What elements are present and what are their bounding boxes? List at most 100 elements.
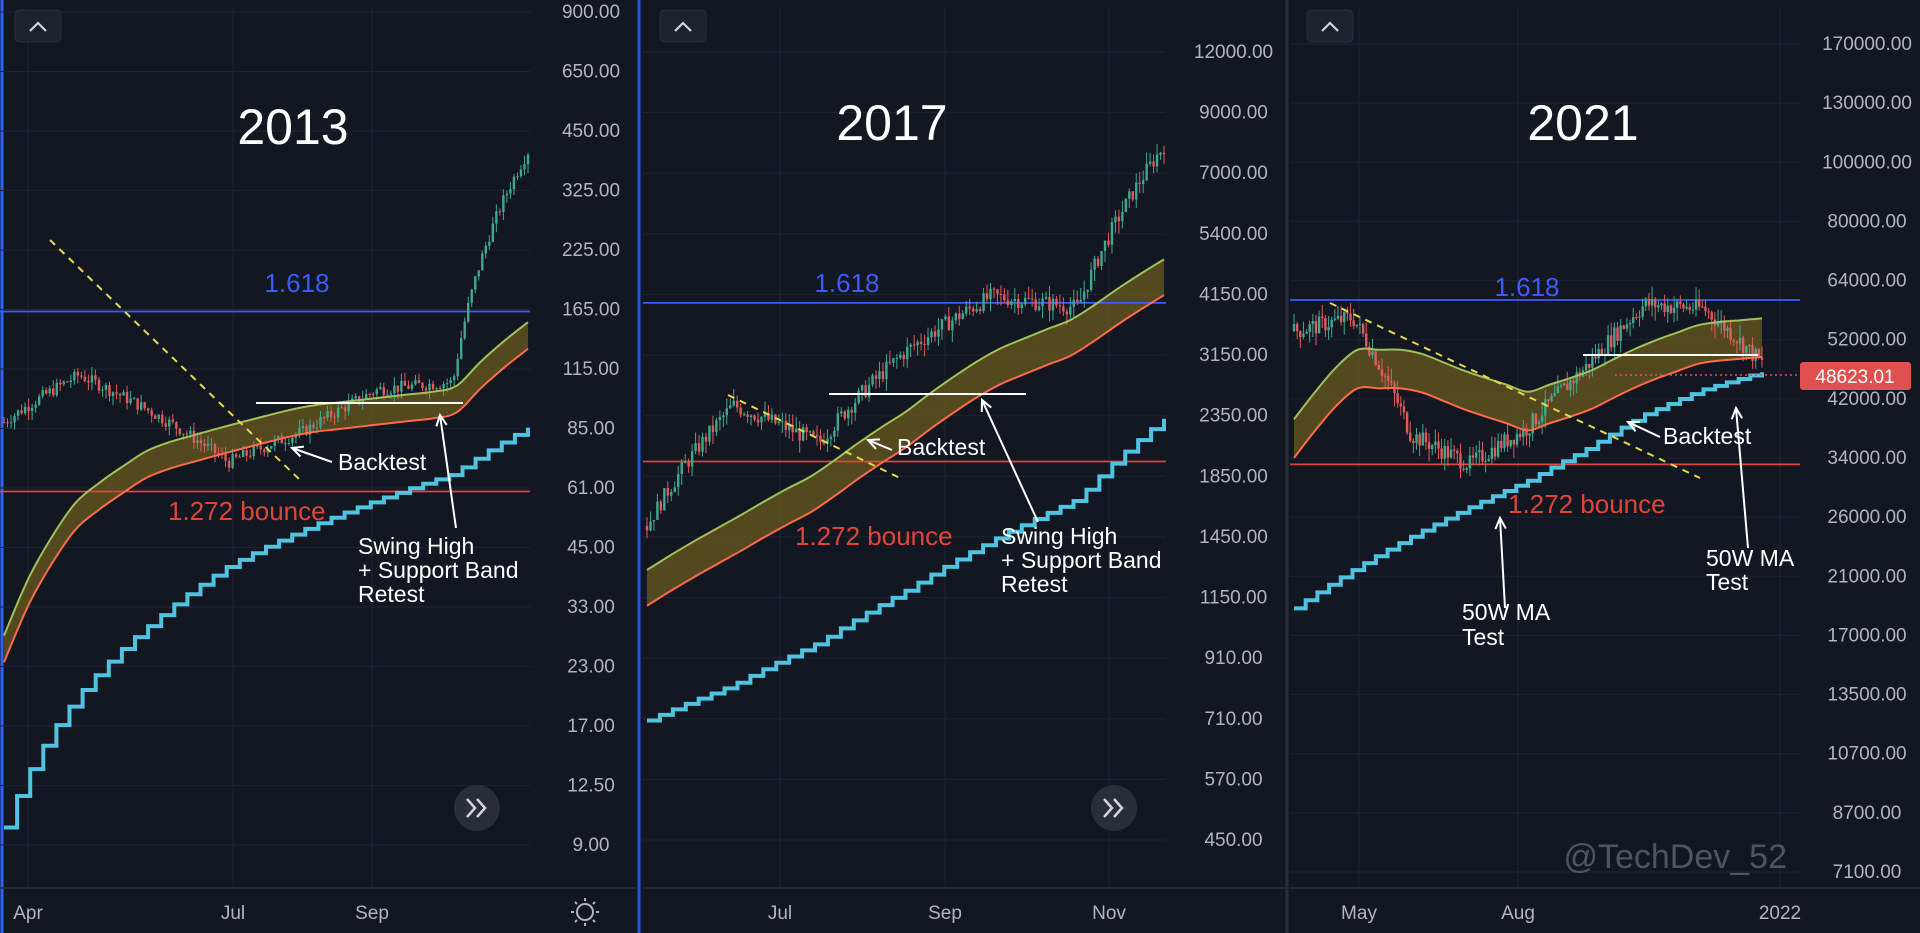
candle-body [829,436,833,439]
candle-body [326,410,329,418]
candle-body [1597,348,1600,359]
collapse-up-icon [1321,21,1339,32]
annotation-retest-2013: Retest [358,581,425,607]
candle-body [1675,301,1679,308]
candle-body [805,427,808,432]
candle-body [1145,163,1148,181]
y-tick-label: 450.00 [1204,830,1262,851]
candle-body [1089,269,1093,290]
candle-body [1055,298,1058,306]
candle-body [1584,364,1588,371]
candle-body [645,525,649,531]
candle-body [217,453,220,455]
ma-50w-line [4,427,530,830]
annotation-50w-ma-left-2021: 50W MA [1462,599,1551,625]
candle-body [248,455,252,457]
candle-body [164,423,167,427]
candle-body [791,424,794,433]
candle-body [1701,306,1704,308]
candle-body [1446,445,1450,458]
candle-body [80,375,83,377]
candle-body [1751,344,1754,361]
candle-body [864,385,867,397]
candle-body [108,384,111,397]
candle-body [1103,240,1107,252]
candle-body [263,449,266,453]
candle-body [481,253,484,271]
candle-body [245,450,248,456]
candle-body [1522,427,1525,437]
scroll-right-button-2017[interactable] [1091,785,1137,831]
arrow-backtest-2017 [867,439,893,451]
candle-body [795,428,798,433]
candle-body [132,398,136,400]
arrow-swing-2017-head [980,397,992,413]
scroll-right-button-2013[interactable] [454,785,500,831]
candle-body [305,426,308,435]
candle-body [1148,161,1152,164]
candle-body [1525,427,1528,436]
candle-body [389,393,393,395]
y-tick-label: 13500.00 [1827,685,1906,706]
candle-body [937,329,940,337]
candle-body [697,443,701,452]
collapse-button-2013[interactable] [14,9,62,43]
candle-body [1641,306,1644,317]
candle-body [1013,298,1016,302]
candle-body [104,384,108,390]
candle-body [203,443,206,447]
candle-body [1295,323,1299,332]
candle-body [1162,152,1166,155]
current-price-label: 48623.01 [1815,367,1894,388]
candle-body [146,408,150,411]
arrow-50w-right-2021-head [1730,405,1743,420]
candle-body [1076,299,1079,303]
settings-button[interactable] [571,898,599,926]
y-tick-label: 1450.00 [1199,527,1268,548]
fib-1618-label-2021: 1.618 [1494,272,1559,302]
annotation-support-band-2017: + Support Band [1001,547,1161,573]
candle-body [659,501,663,511]
collapse-button-2017[interactable] [659,9,707,43]
y-tick-label: 3150.00 [1199,345,1268,366]
candle-body [502,195,505,213]
candle-body [270,446,273,449]
candle-body [1311,321,1315,325]
candle-body [1017,298,1020,309]
y-tick-label: 5400.00 [1199,224,1268,245]
candle-body [1732,340,1735,342]
candle-body [1110,222,1114,245]
ma-50w-line [647,418,1166,723]
candle-body [185,433,189,435]
candle-body [277,436,280,440]
candle-body [227,460,231,468]
candle-body [308,424,312,435]
candle-body [182,433,185,435]
y-tick-label: 900.00 [562,2,620,23]
candle-body [753,415,756,420]
candle-body [996,289,999,294]
candle-body [382,387,386,396]
candle-body [944,316,947,320]
candle-body [319,417,322,428]
candle-body [975,309,978,312]
candle-body [1131,191,1134,200]
candle-body [1062,306,1065,312]
candle-body [1421,432,1424,446]
candle-body [1302,333,1305,337]
candle-body [808,431,812,433]
candle-body [649,521,652,531]
candle-body [1716,322,1720,326]
candle-body [982,293,985,312]
candle-body [770,414,774,420]
candle-body [1305,331,1308,334]
candle-body [1465,468,1468,470]
candle-body [857,390,860,403]
annotation-test-right-2021: Test [1706,569,1749,595]
candle-body [484,245,487,254]
candle-body [739,407,742,415]
candle-body [407,385,410,389]
collapse-button-2021[interactable] [1306,9,1354,43]
candle-body [673,487,676,493]
candle-body [746,414,749,417]
